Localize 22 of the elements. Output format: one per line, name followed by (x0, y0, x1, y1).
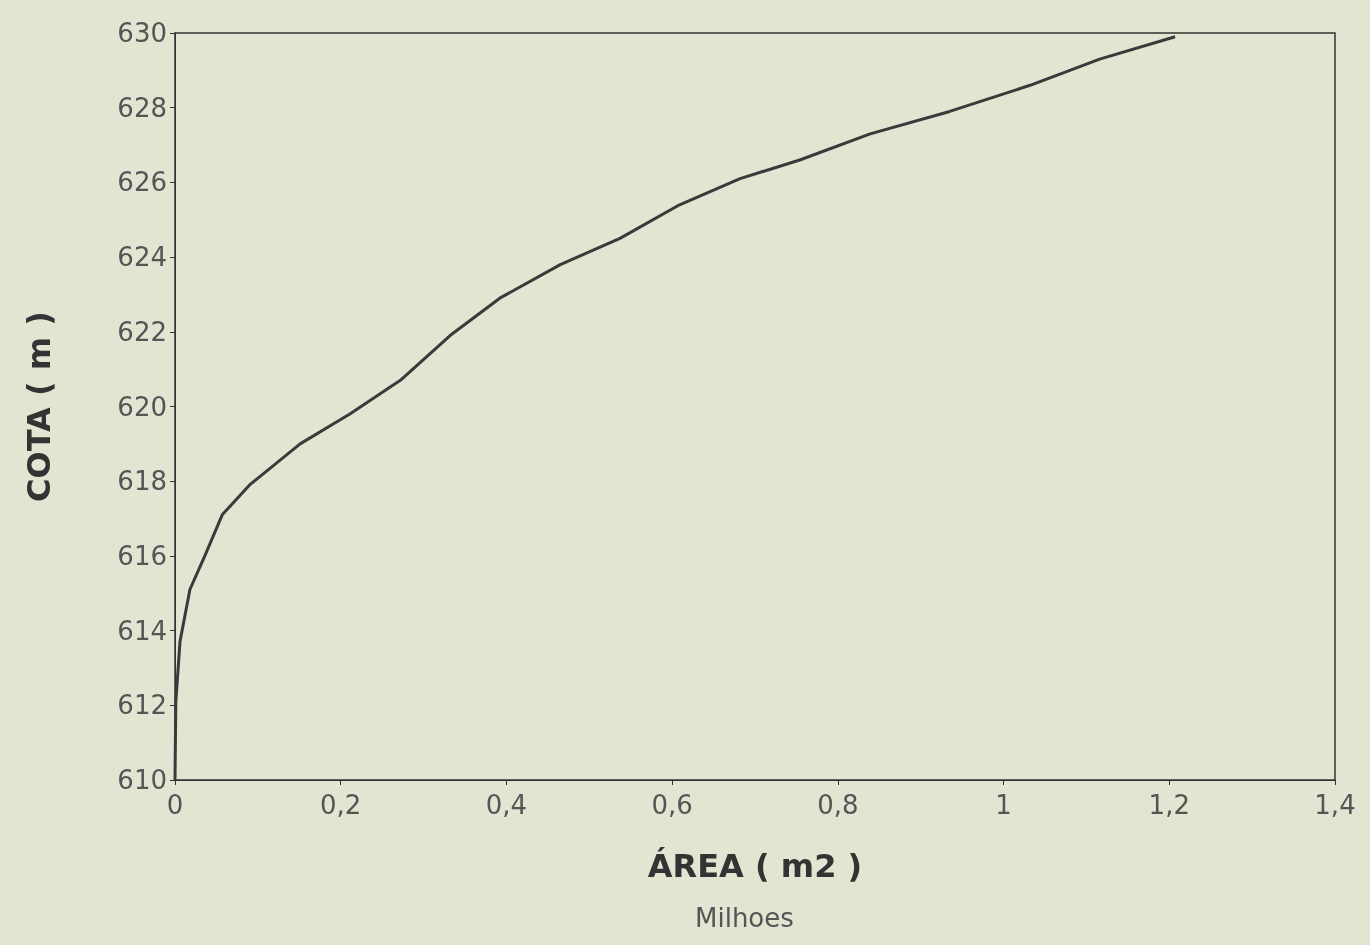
x-tick-label: 1,4 (1314, 790, 1356, 820)
text: Milhoes (695, 903, 794, 933)
y-tick-label: 614 (117, 615, 167, 646)
x-tick-label: 0,6 (651, 790, 693, 820)
y-tick-label: 616 (117, 540, 167, 571)
y-axis-title: COTA ( m ) (20, 311, 58, 502)
x-tick-label: 0 (166, 790, 184, 820)
x-tick-label: 1,2 (1148, 790, 1190, 820)
y-tick-label: 628 (117, 92, 167, 123)
y-tick-label: 624 (117, 242, 167, 273)
y-tick-label: 626 (117, 167, 167, 198)
x-tick-label: 1 (995, 790, 1012, 820)
y-tick-label: 618 (117, 466, 167, 497)
x-tick-label: 0,4 (485, 790, 528, 820)
x-axis-title: ÁREA ( m2 ) (647, 847, 863, 885)
x-tick-label: 0,8 (817, 790, 859, 820)
y-tick-label: 612 (117, 690, 167, 721)
x-tick-label: 0,2 (320, 790, 362, 820)
y-tick-label: 630 (117, 18, 167, 48)
y-tick-label: 610 (117, 765, 167, 795)
y-tick-label: 620 (117, 391, 167, 422)
y-tick-label: 622 (117, 316, 167, 347)
